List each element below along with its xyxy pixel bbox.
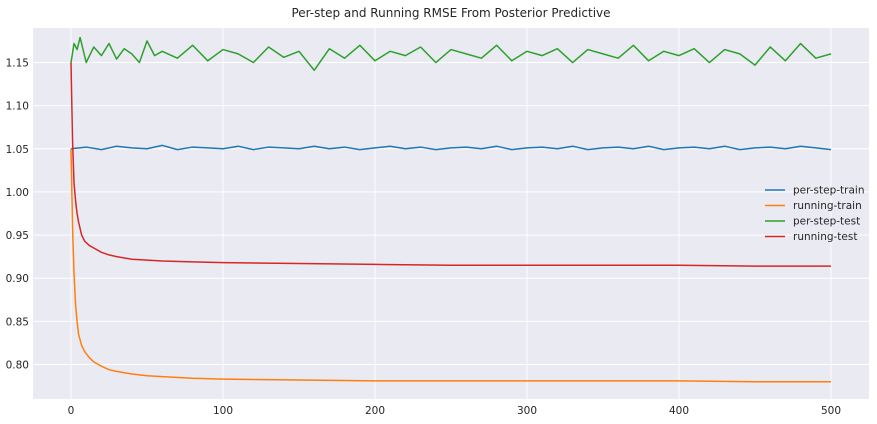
legend: per-step-train running-train per-step-test… [765,185,865,243]
series-line-per-step-train [70,144,832,151]
chart-title: Per-step and Running RMSE From Posterior… [291,6,610,20]
legend-label: per-step-train [793,185,865,197]
legend-label: per-step-test [793,216,860,228]
y-tick-label: 1.15 [6,58,29,70]
x-tick-label: 100 [213,405,233,417]
x-tick-label: 300 [517,405,537,417]
legend-label: running-train [793,200,862,212]
y-tick-label: 0.95 [6,230,29,242]
series-line-per-step-test [70,36,832,72]
series-group [70,36,832,383]
y-tick-label: 0.80 [6,359,29,371]
series-line-running-train [70,148,831,383]
series-line-running-test [70,62,831,267]
x-tick-label: 400 [669,405,689,417]
x-tick-label: 200 [365,405,385,417]
legend-label: running-test [793,231,857,243]
y-tick-label: 1.00 [6,187,29,199]
x-tick-label: 500 [821,405,841,417]
x-tick-label: 0 [68,405,75,417]
plot-area [33,28,869,399]
y-tick-label: 0.85 [6,316,29,328]
y-tick-label: 0.90 [6,273,29,285]
y-tick-label: 1.05 [6,144,29,156]
tick-labels: 0 100 200 300 400 500 0.80 0.85 0.90 0.95 1.00 1.05… [6,58,841,417]
y-tick-label: 1.10 [6,101,29,113]
